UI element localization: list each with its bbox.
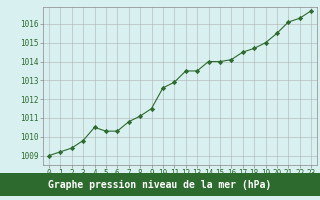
Text: Graphe pression niveau de la mer (hPa): Graphe pression niveau de la mer (hPa) [48, 179, 272, 190]
